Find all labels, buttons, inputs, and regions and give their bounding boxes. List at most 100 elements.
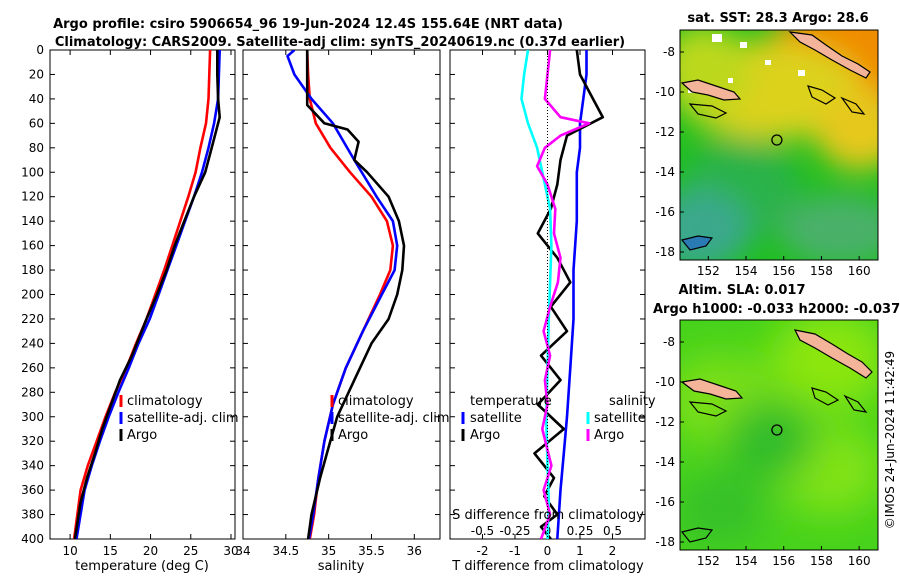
sla-low-region (725, 400, 815, 480)
x-tick-label: -1 (509, 544, 521, 558)
legend-climatology-label: climatology (338, 394, 414, 409)
y-tick-label: 300 (21, 410, 44, 424)
sst-cool-region (780, 195, 878, 260)
temperature-xlabel: temperature (deg C) (75, 559, 209, 574)
x-tick-label: 2 (609, 544, 617, 558)
lon-tick-label: 154 (735, 264, 758, 278)
lat-tick-label: -14 (655, 165, 675, 179)
lon-tick-label: 160 (848, 264, 871, 278)
sst-nodata-patch (740, 42, 747, 48)
x-tick-label: 10 (62, 544, 77, 558)
y-tick-label: 200 (21, 288, 44, 302)
sst-coastline (680, 235, 714, 251)
y-tick-label: 340 (21, 459, 44, 473)
series-s-argo-line (535, 50, 591, 539)
lon-tick-label: 152 (697, 264, 720, 278)
lon-tick-label: 160 (848, 554, 871, 568)
temperature-legend: climatology satellite-adj. clim Argo (119, 394, 239, 443)
temperature-panel: 10 15 20 25 30020406080100120140160180200220… (21, 43, 239, 574)
legend-satellite-label: satellite-adj. clim (127, 411, 239, 426)
s-tick-label: 0.25 (567, 524, 594, 538)
series-argo-line (305, 50, 406, 539)
x-tick-label: 15 (103, 544, 118, 558)
sla-map-title: Altim. SLA: 0.017 (679, 283, 806, 298)
y-tick-label: 220 (21, 312, 44, 326)
x-tick-label: 36 (407, 544, 422, 558)
sst-map-frame (679, 29, 879, 261)
sst-map-title: sat. SST: 28.3 Argo: 28.6 (687, 11, 868, 26)
sst-nodata-patch (798, 70, 805, 76)
lat-tick-label: -8 (663, 335, 675, 349)
lat-tick-label: -10 (655, 85, 675, 99)
sst-nodata-patch (728, 78, 733, 83)
legend-argo-label: Argo (127, 428, 157, 443)
y-tick-label: 120 (21, 190, 44, 204)
t-difference-xlabel: T difference from climatology (451, 559, 644, 574)
lat-tick-label: -14 (655, 455, 675, 469)
sst-coastline (680, 79, 742, 101)
y-tick-label: 20 (29, 67, 44, 81)
series-t-satellite-line (556, 50, 588, 539)
y-tick-label: 180 (21, 263, 44, 277)
lat-tick-label: -8 (663, 45, 675, 59)
y-tick-label: 320 (21, 434, 44, 448)
sla-coastline (680, 527, 714, 543)
y-tick-label: 0 (36, 43, 44, 57)
lat-tick-label: -18 (655, 535, 675, 549)
lat-tick-label: -16 (655, 495, 675, 509)
lat-tick-label: -12 (655, 125, 675, 139)
sla-coastline (793, 329, 873, 379)
x-tick-label: 20 (143, 544, 158, 558)
legend-salinity-header: salinity (609, 394, 656, 409)
salinity-axes-box (242, 49, 441, 540)
y-tick-label: 360 (21, 483, 44, 497)
sst-nodata-patch (712, 34, 722, 42)
figure-title-line1: Argo profile: csiro 5906654_96 19-Jun-20… (53, 17, 563, 32)
lon-tick-label: 156 (772, 264, 795, 278)
legend-s-satellite-label: satellite (594, 411, 646, 426)
salinity-legend: climatology satellite-adj. clim Argo (330, 394, 450, 443)
y-tick-label: 260 (21, 361, 44, 375)
y-tick-label: 400 (21, 532, 44, 546)
sst-map: 152 154 156 158 160 -8 -10 -12 -14 -16 -18 (655, 29, 879, 278)
x-tick-label: 30 (223, 544, 238, 558)
y-tick-label: 380 (21, 508, 44, 522)
y-tick-label: 280 (21, 385, 44, 399)
sst-warm-region (680, 30, 750, 115)
lon-tick-label: 158 (810, 554, 833, 568)
lon-tick-label: 152 (697, 554, 720, 568)
x-tick-label: 35.5 (358, 544, 385, 558)
s-tick-label: -0.25 (499, 524, 530, 538)
legend-temperature-header: temperature (470, 394, 552, 409)
lon-tick-label: 156 (772, 554, 795, 568)
legend-satellite-label: satellite-adj. clim (338, 411, 450, 426)
lat-tick-label: -10 (655, 375, 675, 389)
y-tick-label: 40 (29, 92, 44, 106)
lon-tick-label: 154 (735, 554, 758, 568)
y-tick-label: 160 (21, 239, 44, 253)
sla-map: 152 154 156 158 160 -8 -10 -12 -14 -16 -18 (655, 319, 879, 568)
legend-s-argo-label: Argo (594, 428, 624, 443)
y-tick-label: 140 (21, 214, 44, 228)
salinity-xlabel: salinity (318, 559, 365, 574)
x-tick-label: 1 (576, 544, 584, 558)
imos-credit: ©IMOS 24-Jun-2024 11:42:49 (883, 351, 897, 529)
series-argo-line (73, 50, 221, 539)
x-tick-label: -2 (477, 544, 489, 558)
x-tick-label: 34 (235, 544, 250, 558)
legend-t-satellite-label: satellite (470, 411, 522, 426)
legend-t-argo-label: Argo (470, 428, 500, 443)
sla-coastline (680, 378, 744, 400)
sla-map-subtitle: Argo h1000: -0.033 h2000: -0.037 (653, 302, 900, 317)
y-tick-label: 240 (21, 336, 44, 350)
sla-coastline (843, 394, 868, 413)
sst-coastline (840, 96, 866, 115)
sla-map-frame (679, 319, 879, 551)
sst-coastline (788, 31, 871, 79)
s-tick-label: -0.5 (471, 524, 494, 538)
s-tick-label: 0.5 (603, 524, 622, 538)
lon-tick-label: 158 (810, 264, 833, 278)
difference-legend: temperature salinity satellite Argo sate… (461, 394, 656, 443)
